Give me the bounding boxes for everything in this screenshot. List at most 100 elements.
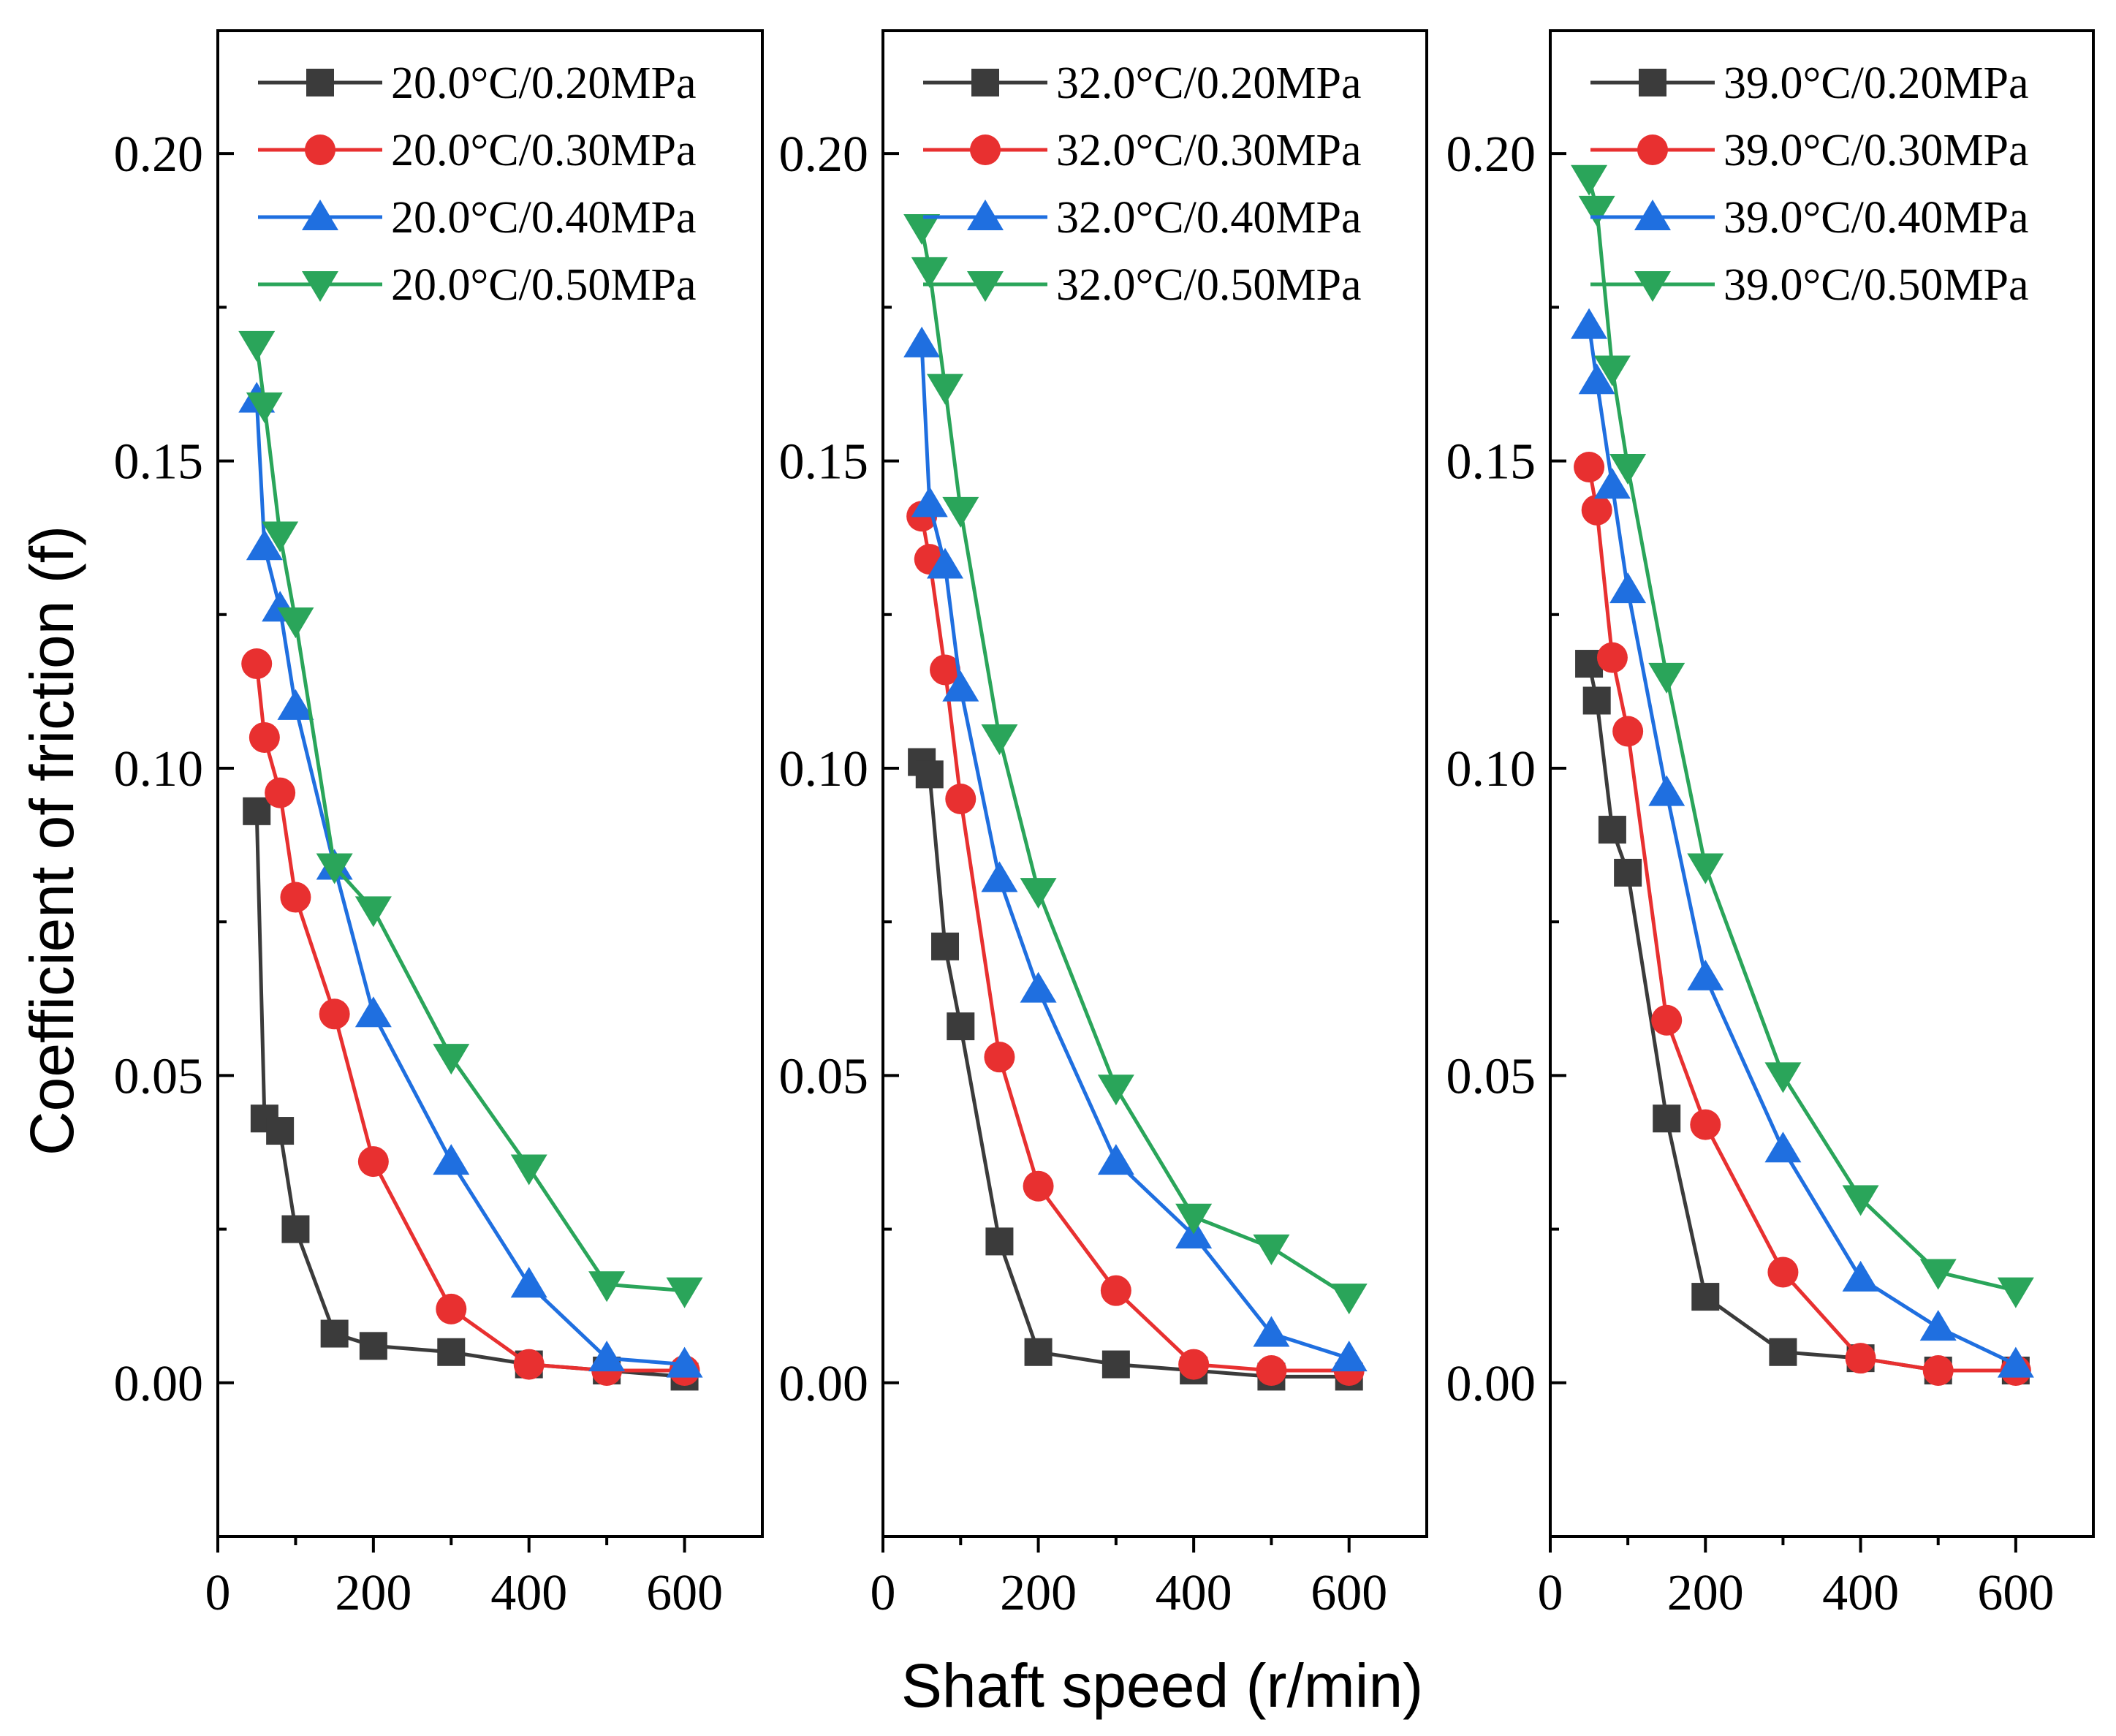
data-point xyxy=(1691,1283,1720,1311)
y-tick-label: 0.00 xyxy=(779,1356,869,1412)
legend-marker xyxy=(970,134,1001,165)
legend-marker xyxy=(302,271,338,302)
legend-label: 32.0°C/0.30MPa xyxy=(1056,126,1362,175)
legend-marker xyxy=(302,200,338,230)
data-point xyxy=(433,1144,470,1175)
data-point xyxy=(1922,1354,1954,1386)
panel-2-frame xyxy=(881,29,1428,1538)
data-point xyxy=(930,654,961,686)
data-point xyxy=(1764,1132,1802,1163)
data-point xyxy=(510,1154,547,1186)
x-tick-label: 0 xyxy=(871,1565,896,1621)
data-point xyxy=(1253,1316,1290,1347)
data-point xyxy=(241,648,273,680)
legend-label: 39.0°C/0.40MPa xyxy=(1723,193,2029,243)
y-tick-label: 0.20 xyxy=(114,126,204,183)
data-point xyxy=(1097,1144,1134,1175)
data-point xyxy=(985,1227,1014,1256)
x-tick-label: 0 xyxy=(1538,1565,1563,1621)
panel-3-series-4 xyxy=(1571,164,2034,1308)
series-line xyxy=(1587,178,2017,1293)
series-line xyxy=(254,663,685,1373)
data-point xyxy=(1256,1354,1287,1386)
x-tick-label: 600 xyxy=(646,1565,723,1621)
series-line xyxy=(254,811,685,1379)
legend-marker xyxy=(1634,200,1671,230)
data-point xyxy=(1997,1346,2034,1378)
data-point xyxy=(1596,642,1628,673)
data-point xyxy=(513,1349,545,1380)
data-point xyxy=(1593,355,1631,387)
data-point xyxy=(1574,451,1605,482)
data-point xyxy=(588,1271,626,1303)
series-line xyxy=(1587,325,2017,1366)
legend-label: 32.0°C/0.40MPa xyxy=(1056,193,1362,243)
data-point xyxy=(265,777,296,808)
data-point xyxy=(1178,1349,1210,1380)
x-axis-label: Shaft speed (r/min) xyxy=(901,1651,1423,1720)
x-tick-label: 400 xyxy=(490,1565,567,1621)
data-point xyxy=(666,1346,703,1378)
x-tick-label: 200 xyxy=(1667,1565,1744,1621)
x-tick-label: 200 xyxy=(335,1565,412,1621)
data-point xyxy=(1571,164,1608,196)
y-tick-label: 0.10 xyxy=(779,741,869,797)
data-point xyxy=(246,529,283,561)
y-tick-label: 0.00 xyxy=(114,1356,204,1412)
y-axis-label: Coefficient of friction (f) xyxy=(18,526,86,1156)
series-line xyxy=(919,344,1350,1360)
data-point xyxy=(1100,1275,1131,1306)
data-point xyxy=(359,1332,387,1360)
data-point xyxy=(1020,971,1057,1003)
data-point xyxy=(1648,775,1685,806)
data-point xyxy=(357,1146,389,1178)
data-point xyxy=(1330,1341,1368,1372)
y-tick-label: 0.20 xyxy=(779,126,869,183)
data-point xyxy=(981,724,1018,755)
data-point xyxy=(1612,716,1644,747)
legend-marker xyxy=(1637,134,1668,165)
data-point xyxy=(981,861,1018,892)
legend-label: 39.0°C/0.20MPa xyxy=(1723,58,2029,108)
series-line xyxy=(254,344,685,1293)
x-tick-label: 0 xyxy=(205,1565,231,1621)
panel-2-series-2 xyxy=(906,501,1365,1386)
data-point xyxy=(1919,1310,1957,1341)
data-point xyxy=(243,797,271,825)
data-point xyxy=(947,1012,975,1041)
y-tick-label: 0.10 xyxy=(114,741,204,797)
data-point xyxy=(1997,1277,2034,1308)
legend-marker xyxy=(971,69,999,96)
legend-marker xyxy=(1634,271,1671,302)
data-point xyxy=(1020,878,1057,909)
data-point xyxy=(1101,1350,1130,1379)
series-line xyxy=(1587,466,2016,1373)
data-point xyxy=(1097,1074,1134,1106)
data-point xyxy=(1571,308,1608,339)
legend-marker xyxy=(967,200,1004,230)
data-point xyxy=(320,1319,349,1348)
legend-label: 32.0°C/0.50MPa xyxy=(1056,260,1362,310)
panel-2-series-3 xyxy=(903,326,1368,1372)
panel-3-series-3 xyxy=(1571,308,2034,1378)
y-tick-label: 0.10 xyxy=(1446,741,1536,797)
y-tick-label: 0.15 xyxy=(1446,434,1536,490)
data-point xyxy=(1648,662,1685,694)
y-tick-label: 0.05 xyxy=(779,1048,869,1104)
data-point xyxy=(942,670,979,702)
data-point xyxy=(277,607,314,639)
legend-marker xyxy=(1639,69,1666,96)
data-point xyxy=(1687,853,1724,884)
data-point xyxy=(1764,1062,1802,1093)
data-point xyxy=(1769,1338,1797,1366)
data-point xyxy=(262,521,299,553)
data-point xyxy=(915,760,944,789)
data-point xyxy=(1581,494,1612,526)
data-point xyxy=(1919,1259,1957,1290)
data-point xyxy=(280,882,311,913)
data-point xyxy=(316,853,353,884)
data-point xyxy=(437,1338,466,1366)
data-point xyxy=(1690,1109,1721,1140)
data-point xyxy=(984,1042,1015,1073)
panel-3-series-1 xyxy=(1575,650,2030,1384)
